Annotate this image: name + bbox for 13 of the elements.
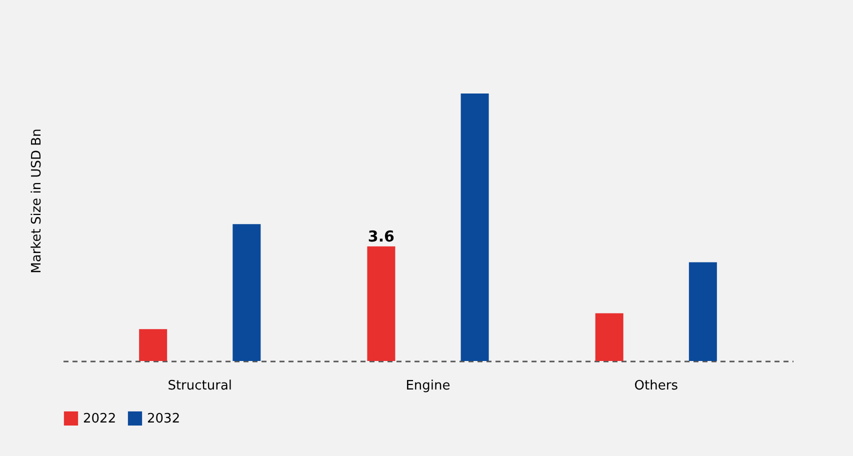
- x-tick-label: Structural: [168, 378, 232, 394]
- bar: [688, 262, 717, 361]
- bar: [595, 313, 624, 361]
- data-label: 3.6: [368, 227, 394, 246]
- y-axis-title: Market Size in USD Bn: [30, 128, 44, 274]
- legend-label: 2032: [147, 411, 180, 426]
- x-tick-label: Others: [634, 378, 678, 394]
- bar: [139, 329, 168, 361]
- bar: [460, 94, 489, 361]
- legend-label: 2022: [83, 411, 116, 426]
- x-tick-label: Engine: [406, 378, 450, 394]
- bar: [367, 246, 396, 361]
- bar: [232, 224, 261, 361]
